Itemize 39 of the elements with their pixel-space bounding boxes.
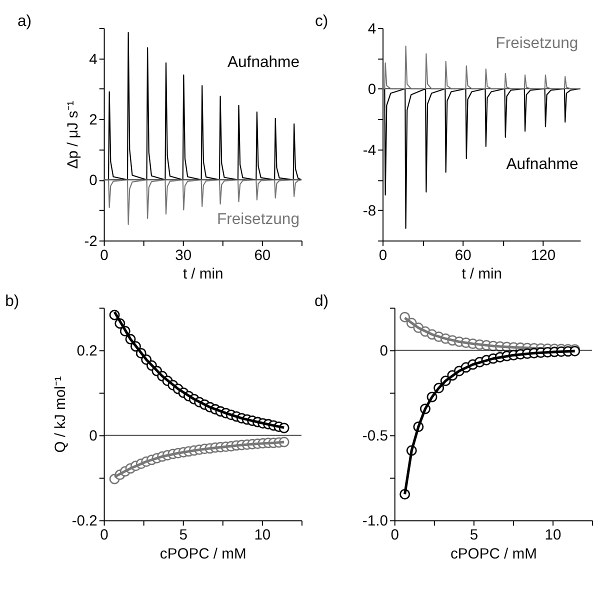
x-axis-title: t / min	[182, 266, 224, 283]
y-tick-label: -4	[362, 142, 376, 159]
x-tick-label: 10	[254, 528, 271, 544]
y-tick-label: 4	[89, 52, 98, 68]
y-tick-label: -0.5	[362, 428, 388, 445]
x-axis-title: cPOPC / mM	[160, 546, 246, 562]
x-tick-label: 10	[544, 528, 562, 544]
chart-title: c)	[314, 13, 328, 30]
y-tick-label: 2	[89, 112, 98, 129]
y-tick-label: 0	[89, 173, 98, 190]
series-label: Aufnahme	[506, 156, 578, 173]
x-tick-label: 0	[100, 248, 108, 264]
x-tick-label: 60	[454, 248, 472, 264]
series-label: Freisetzung	[216, 211, 300, 228]
chart-title: a)	[17, 13, 32, 30]
y-tick-label: -2	[84, 234, 98, 250]
x-tick-label: 5	[470, 528, 478, 544]
y-tick-label: 0	[380, 344, 388, 360]
x-axis-title: t / min	[462, 266, 502, 283]
chart-title: b)	[5, 292, 20, 310]
y-tick-label: 4	[368, 21, 376, 38]
x-tick-label: 0	[390, 528, 400, 544]
y-tick-label: 0	[368, 82, 376, 98]
series-label: Freisetzung	[496, 34, 578, 52]
x-tick-label: 60	[254, 248, 271, 264]
y-tick-label: 0.2	[76, 344, 98, 360]
series-label: Aufnahme	[227, 54, 300, 71]
y-tick-label: -0.2	[72, 514, 98, 530]
x-tick-label: 30	[175, 248, 192, 264]
x-tick-label: 0	[100, 528, 108, 544]
y-tick-label: -1.0	[362, 514, 388, 530]
chart-title: d)	[314, 292, 329, 310]
x-axis-title: cPOPC / mM	[450, 546, 537, 562]
x-tick-label: 120	[530, 248, 556, 264]
x-tick-label: 5	[179, 528, 188, 544]
y-axis-title: Δp / μJ s⁻¹	[65, 100, 82, 169]
y-axis-title: Q / kJ mol⁻¹	[52, 376, 69, 453]
y-tick-label: 0	[89, 428, 98, 445]
y-tick-label: -8	[362, 204, 376, 220]
